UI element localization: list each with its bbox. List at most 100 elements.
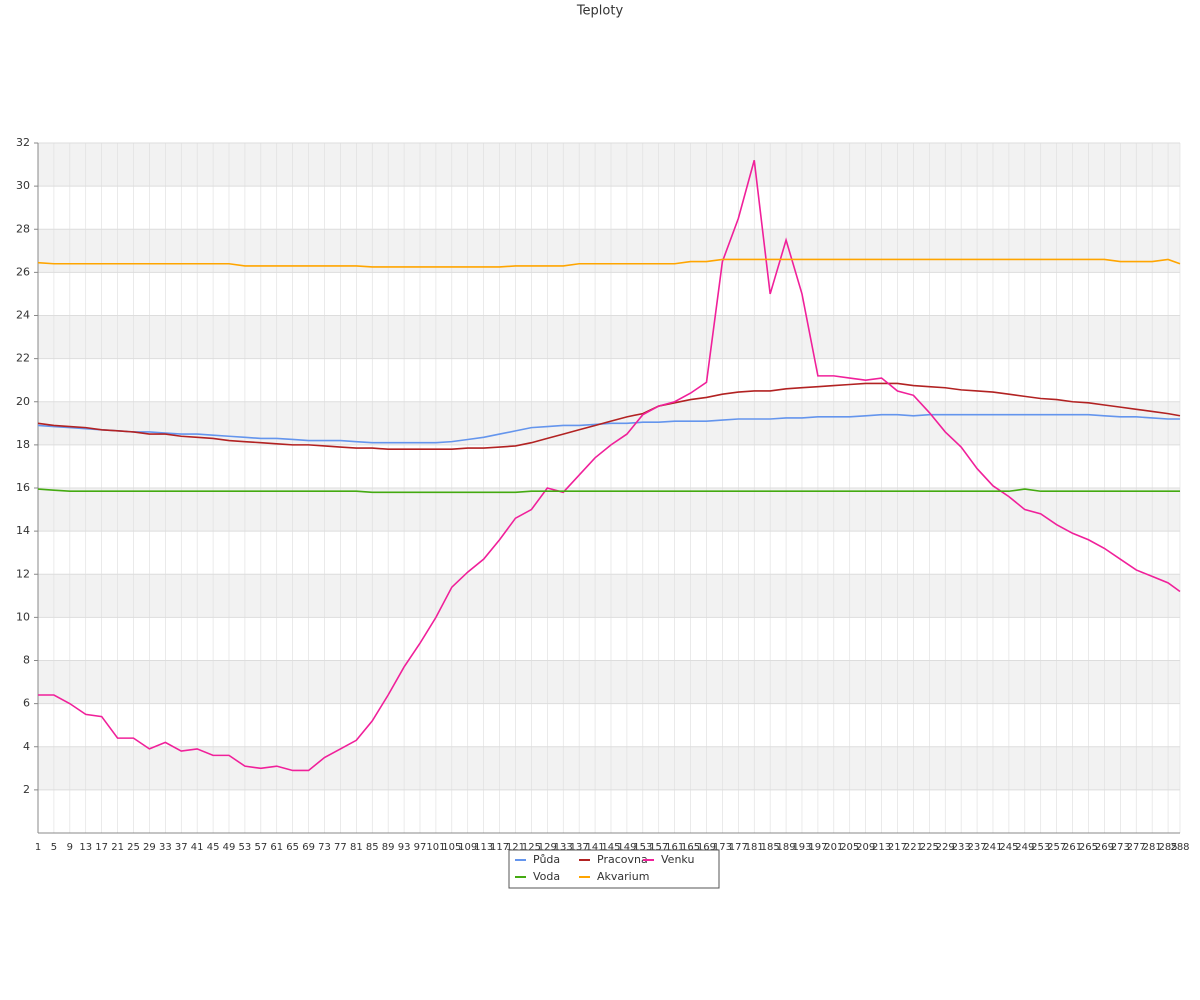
x-tick-label: 13 [79,842,92,853]
x-tick-label: 288 [1170,842,1189,853]
legend-box [508,849,720,889]
grid-band [38,746,1180,790]
x-tick-label: 81 [350,842,363,853]
x-tick-label: 153 [633,842,652,853]
x-tick-label: 29 [143,842,156,853]
x-tick-label: 193 [792,842,811,853]
grid-band [38,488,1180,532]
grid-band [38,229,1180,273]
x-tick-label: 161 [665,842,684,853]
x-tick-label: 173 [713,842,732,853]
x-tick-label: 33 [159,842,172,853]
x-tick-label: 5 [51,842,57,853]
y-tick-label: 28 [16,222,30,235]
x-tick-label: 221 [904,842,923,853]
x-tick-label: 137 [570,842,589,853]
grid-band [38,660,1180,704]
legend-label: Venku [661,853,694,866]
y-tick-label: 12 [16,567,30,580]
x-tick-label: 157 [649,842,668,853]
grid-band [38,315,1180,359]
x-tick-label: 41 [191,842,204,853]
x-tick-label: 113 [474,842,493,853]
x-tick-label: 209 [856,842,875,853]
legend-label: Pracovna [597,853,648,866]
x-tick-label: 197 [808,842,827,853]
x-tick-label: 285 [1159,842,1178,853]
chart-title: Teploty [576,4,624,19]
x-tick-label: 141 [586,842,605,853]
x-tick-label: 77 [334,842,347,853]
y-tick-label: 6 [23,697,30,710]
x-tick-label: 149 [617,842,636,853]
y-tick-label: 22 [16,352,30,365]
x-tick-label: 53 [239,842,252,853]
y-tick-label: 4 [23,740,30,753]
x-tick-label: 273 [1111,842,1130,853]
x-tick-label: 65 [286,842,299,853]
x-tick-label: 129 [538,842,557,853]
x-tick-label: 21 [111,842,124,853]
x-tick-label: 49 [223,842,236,853]
x-tick-label: 101 [426,842,445,853]
x-tick-label: 185 [761,842,780,853]
x-tick-label: 269 [1095,842,1114,853]
series-line [37,413,1180,444]
x-tick-label: 93 [398,842,411,853]
grid-band [38,143,1180,187]
legend-label: Voda [533,870,560,883]
x-tick-label: 205 [840,842,859,853]
x-tick-label: 241 [983,842,1002,853]
series-line [37,382,1181,450]
x-tick-label: 265 [1079,842,1098,853]
y-tick-label: 16 [16,481,30,494]
x-tick-label: 17 [95,842,108,853]
series-line [37,488,1180,494]
x-tick-label: 181 [745,842,764,853]
x-tick-label: 45 [207,842,220,853]
x-tick-label: 165 [681,842,700,853]
legend-label: Půda [533,853,560,866]
x-tick-label: 177 [729,842,748,853]
x-tick-label: 281 [1143,842,1162,853]
x-tick-label: 201 [824,842,843,853]
y-tick-label: 32 [16,136,30,149]
y-tick-label: 18 [16,438,30,451]
y-tick-label: 8 [23,654,30,667]
series-line [38,160,1181,772]
x-tick-label: 89 [382,842,395,853]
x-tick-label: 145 [601,842,620,853]
x-tick-label: 245 [999,842,1018,853]
series-line [37,258,1181,268]
x-tick-label: 249 [1015,842,1034,853]
x-tick-label: 37 [175,842,188,853]
x-tick-label: 229 [936,842,955,853]
x-tick-label: 213 [872,842,891,853]
y-tick-label: 30 [16,179,30,192]
x-tick-label: 225 [920,842,939,853]
x-tick-label: 25 [127,842,140,853]
x-tick-label: 133 [554,842,573,853]
x-tick-label: 73 [318,842,331,853]
y-tick-label: 20 [16,395,30,408]
x-tick-label: 121 [506,842,525,853]
x-tick-label: 125 [522,842,541,853]
x-tick-label: 277 [1127,842,1146,853]
x-tick-label: 61 [270,842,283,853]
x-tick-label: 261 [1063,842,1082,853]
y-tick-label: 2 [23,783,30,796]
x-tick-label: 237 [968,842,987,853]
legend-label: Akvarium [597,870,649,883]
grid-band [38,574,1180,618]
y-tick-label: 26 [16,265,30,278]
x-tick-label: 253 [1031,842,1050,853]
y-tick-label: 14 [16,524,30,537]
x-tick-label: 217 [888,842,907,853]
x-tick-label: 169 [697,842,716,853]
x-tick-label: 105 [442,842,461,853]
x-tick-label: 9 [67,842,73,853]
x-tick-label: 233 [952,842,971,853]
x-tick-label: 257 [1047,842,1066,853]
y-tick-label: 10 [16,610,30,623]
